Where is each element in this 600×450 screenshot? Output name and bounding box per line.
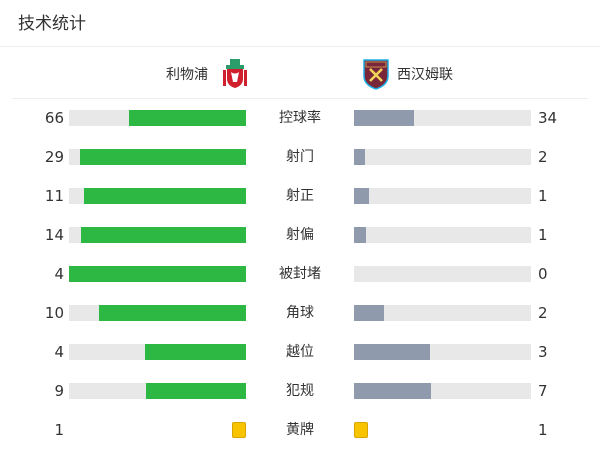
away-value: 7 [538,382,548,400]
home-bar [69,344,246,360]
home-bar [69,305,246,321]
stat-row: 1 黄牌 1 [0,420,600,440]
stat-row: 14 射偏 1 [0,225,600,245]
away-value: 2 [538,148,548,166]
home-bar [69,266,246,282]
away-team: 西汉姆联 [363,58,453,90]
home-value: 9 [54,382,64,400]
stat-label: 犯规 [286,383,314,399]
stat-label: 射正 [286,188,314,204]
stat-label: 射门 [286,149,314,165]
stat-label: 被封堵 [279,266,321,282]
away-value: 0 [538,265,548,283]
stat-label: 射偏 [286,227,314,243]
away-value: 34 [538,109,558,127]
away-team-name: 西汉姆联 [397,67,453,83]
away-bar [354,149,531,165]
away-bar-fill [354,383,432,399]
home-bar [69,149,246,165]
divider [0,46,600,47]
away-bar [354,110,531,126]
home-team: 利物浦 [166,58,248,90]
away-bar [354,266,531,282]
home-value: 1 [54,421,64,439]
away-value: 1 [538,187,548,205]
stat-row: 4 被封堵 0 [0,264,600,284]
west-ham-crest-icon [363,59,389,90]
stat-row: 11 射正 1 [0,186,600,206]
home-team-name: 利物浦 [166,67,208,83]
divider [12,98,588,99]
away-yellow-card-icon [354,422,368,438]
away-value: 1 [538,421,548,439]
away-bar [354,344,531,360]
away-bar-fill [354,188,369,204]
away-bar [354,305,531,321]
stat-label: 黄牌 [286,422,314,438]
home-value: 14 [44,226,64,244]
away-bar [354,188,531,204]
away-bar-fill [354,344,430,360]
home-bar [69,110,246,126]
stat-row: 66 控球率 34 [0,108,600,128]
away-value: 2 [538,304,548,322]
home-value: 10 [44,304,64,322]
stat-label: 控球率 [279,110,321,126]
home-bar-fill [80,149,246,165]
home-bar-fill [80,227,246,243]
home-bar-fill [146,383,246,399]
stat-row: 4 越位 3 [0,342,600,362]
stat-label: 角球 [286,305,314,321]
home-value: 11 [44,187,64,205]
home-bar-fill [129,110,246,126]
home-yellow-card-icon [232,422,246,438]
away-bar-fill [354,305,384,321]
away-bar [354,227,531,243]
home-bar-fill [144,344,246,360]
home-bar [69,227,246,243]
home-value: 29 [44,148,64,166]
away-bar-fill [354,149,366,165]
away-bar-fill [354,227,366,243]
away-value: 3 [538,343,548,361]
away-bar [354,383,531,399]
home-bar [69,188,246,204]
liverpool-crest-icon [223,59,247,88]
home-bar [69,383,246,399]
home-value: 4 [54,265,64,283]
home-bar-fill [83,188,246,204]
stat-row: 29 射门 2 [0,147,600,167]
away-bar-fill [354,110,415,126]
stat-row: 10 角球 2 [0,303,600,323]
stat-row: 9 犯规 7 [0,381,600,401]
stat-label: 越位 [286,344,314,360]
away-value: 1 [538,226,548,244]
home-bar-fill [98,305,246,321]
home-value: 66 [44,109,64,127]
home-bar-fill [69,266,246,282]
page-title: 技术统计 [18,14,86,34]
home-value: 4 [54,343,64,361]
